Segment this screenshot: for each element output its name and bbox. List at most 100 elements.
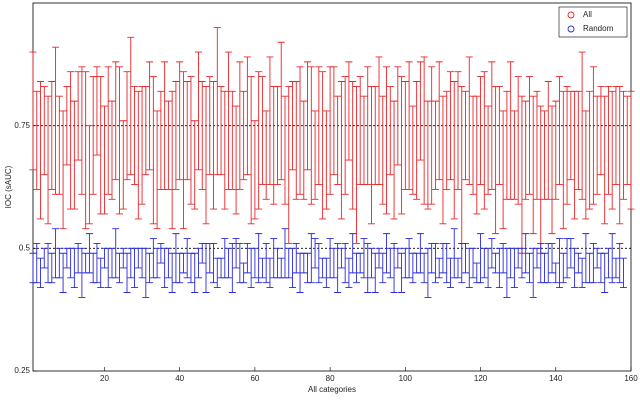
error-bar <box>616 85 624 225</box>
error-bar <box>465 56 473 185</box>
error-bar <box>413 81 421 200</box>
error-bar <box>281 95 289 205</box>
error-bar <box>462 90 470 181</box>
error-bar <box>462 242 470 274</box>
error-bar <box>266 56 274 185</box>
error-bar <box>146 252 154 284</box>
error-bar <box>176 61 184 181</box>
error-bar <box>251 247 259 279</box>
error-bar <box>108 100 116 200</box>
error-bar <box>191 252 199 293</box>
error-bar <box>488 238 496 269</box>
error-bar <box>236 61 244 190</box>
error-bar <box>168 252 176 293</box>
error-bar <box>59 252 67 293</box>
error-bar <box>435 257 443 279</box>
error-bar <box>255 233 263 284</box>
error-bar <box>604 85 612 195</box>
error-bar <box>337 247 345 269</box>
error-bar <box>123 252 131 293</box>
error-bar <box>597 85 605 176</box>
error-bar <box>153 247 161 279</box>
error-bar <box>484 247 492 289</box>
error-bar <box>164 100 172 190</box>
error-bar <box>510 110 518 200</box>
error-bar <box>243 56 251 176</box>
error-bar <box>93 66 101 156</box>
error-bar <box>266 257 274 289</box>
error-bar <box>146 61 154 171</box>
error-bar <box>525 252 533 284</box>
error-bar <box>409 105 417 195</box>
error-bar <box>405 238 413 279</box>
error-bar <box>78 247 86 298</box>
error-bar <box>127 36 135 176</box>
error-bar <box>439 95 447 225</box>
error-bar <box>578 257 586 289</box>
error-bar <box>356 252 364 274</box>
error-bar <box>341 242 349 284</box>
error-bar <box>210 81 218 210</box>
error-bar <box>142 85 150 176</box>
error-bar <box>364 66 372 185</box>
error-bar <box>589 66 597 205</box>
error-bar <box>93 242 101 284</box>
error-bar <box>559 252 567 284</box>
error-bar <box>375 56 383 185</box>
x-tick-label: 60 <box>250 374 259 383</box>
error-bar <box>345 61 353 161</box>
error-bar <box>55 95 63 195</box>
error-bar <box>443 90 451 190</box>
error-bar <box>74 71 82 161</box>
error-bar <box>420 56 428 205</box>
error-bar <box>134 90 142 220</box>
error-bar <box>285 85 293 244</box>
error-bar <box>194 51 202 171</box>
error-bar <box>104 66 112 195</box>
error-bar <box>608 90 616 210</box>
error-bar <box>243 242 251 274</box>
error-bar <box>405 61 413 190</box>
error-bar <box>499 110 507 230</box>
error-bar <box>383 233 391 274</box>
x-tick-label: 80 <box>326 374 335 383</box>
error-bar <box>533 90 541 200</box>
error-bar <box>183 238 191 279</box>
error-bar <box>394 247 402 269</box>
error-bar <box>183 81 191 181</box>
error-bar <box>100 105 108 215</box>
error-bar <box>172 81 180 190</box>
error-bar <box>619 90 627 200</box>
error-bar <box>206 76 214 176</box>
error-bar <box>571 247 579 289</box>
error-bar <box>556 76 564 185</box>
error-bar <box>552 100 560 200</box>
error-bar <box>484 105 492 195</box>
legend-marker <box>567 11 575 19</box>
error-bar <box>300 100 308 200</box>
error-bar <box>70 247 78 289</box>
error-bar <box>446 257 454 289</box>
error-bar <box>221 90 229 210</box>
error-bar <box>352 85 360 244</box>
error-bar <box>277 41 285 181</box>
error-bar <box>240 262 248 284</box>
legend-label: Random <box>583 24 614 33</box>
error-bar <box>420 252 428 284</box>
error-bar <box>619 257 627 289</box>
legend-label: All <box>583 10 592 19</box>
error-bar <box>40 247 48 269</box>
error-bar <box>315 66 323 185</box>
error-bar <box>262 110 270 200</box>
error-bar <box>179 252 187 274</box>
error-bar <box>334 95 342 185</box>
error-bar <box>37 81 45 220</box>
legend-marker <box>567 25 575 33</box>
error-bar <box>311 238 319 269</box>
error-bar <box>168 90 176 230</box>
error-bar <box>443 242 451 284</box>
error-bar <box>262 242 270 284</box>
error-bar <box>416 61 424 161</box>
error-bar <box>616 242 624 284</box>
error-bar <box>315 242 323 284</box>
